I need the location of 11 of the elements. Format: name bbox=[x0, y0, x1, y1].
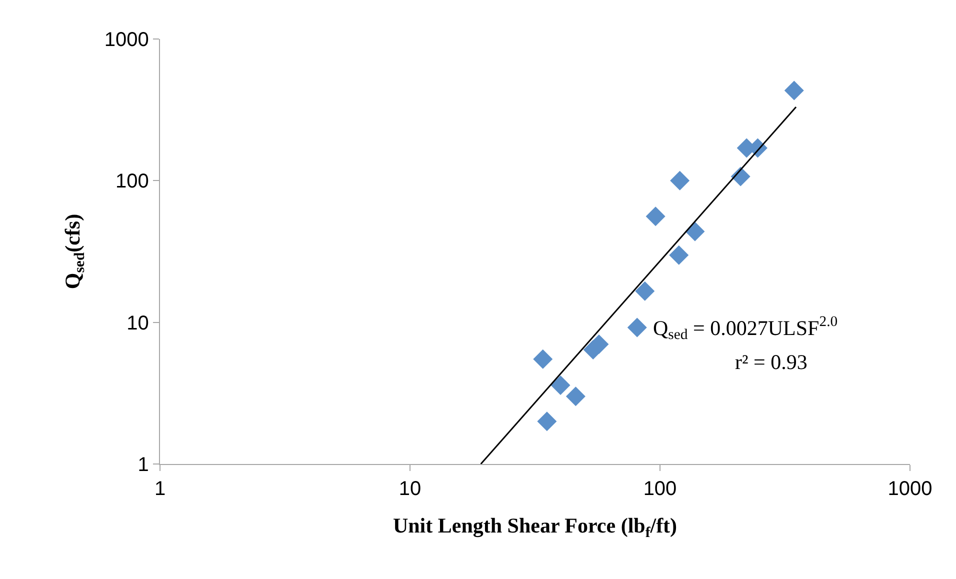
y-tick-label: 1 bbox=[138, 454, 149, 476]
x-tick-label: 1000 bbox=[888, 478, 932, 500]
annotation: r² = 0.93 bbox=[735, 350, 808, 374]
x-axis-title: Unit Length Shear Force (lb$_{f}$/ft) bbox=[392, 513, 678, 541]
annotation: Q$_{sed}$ = 0.0027ULSF$^{2.0}$ bbox=[653, 314, 838, 344]
x-tick-label: 1 bbox=[154, 478, 166, 500]
x-tick-label: 10 bbox=[398, 478, 422, 500]
y-tick-label: 100 bbox=[115, 170, 149, 193]
y-tick-label: 10 bbox=[126, 312, 149, 334]
y-tick-label: 1000 bbox=[104, 29, 149, 51]
x-tick-label: 100 bbox=[643, 478, 677, 500]
